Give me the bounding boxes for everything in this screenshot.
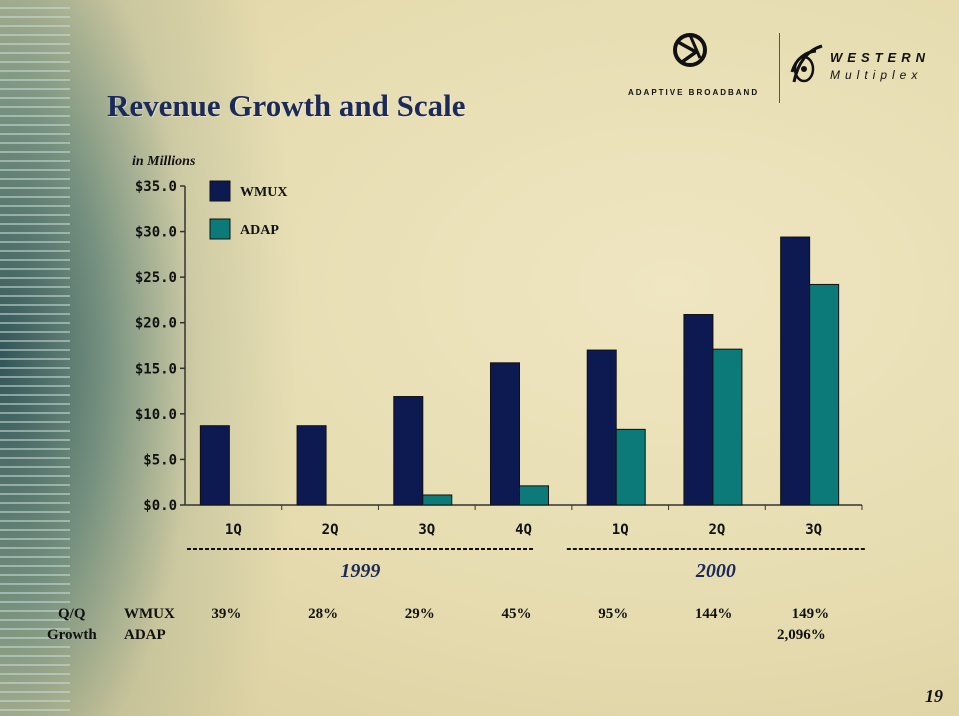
year-label-1999: 1999	[340, 560, 380, 582]
units-note: in Millions	[132, 154, 196, 169]
growth-label-line1: Q/Q	[58, 606, 86, 622]
growth-label-line2: Growth	[47, 627, 97, 643]
left-stripes	[0, 0, 70, 716]
logo-divider	[779, 33, 780, 103]
legend-label-adap: ADAP	[240, 223, 279, 238]
western-multiplex-mark-icon	[790, 44, 823, 83]
y-tick-label: $20.0	[135, 316, 177, 332]
bar-wmux	[780, 236, 811, 506]
growth-wmux-value: 144%	[694, 606, 733, 622]
adaptive-broadband-wordmark: ADAPTIVE BROADBAND	[628, 88, 760, 97]
bar-adap	[422, 494, 453, 506]
y-tick-label: $30.0	[135, 225, 177, 241]
growth-wmux-value: 95%	[598, 606, 629, 622]
x-tick-label: 4Q	[515, 522, 532, 538]
x-tick-label: 2Q	[322, 522, 339, 538]
y-tick-label: $25.0	[135, 270, 177, 286]
growth-wmux-label: WMUX	[124, 606, 175, 622]
x-tick-label: 3Q	[418, 522, 435, 538]
legend-swatch-adap	[209, 218, 231, 240]
y-tick-label: $0.0	[143, 498, 177, 514]
growth-adap-label: ADAP	[124, 627, 166, 643]
bar-adap	[615, 428, 646, 506]
growth-adap-value: 2,096%	[777, 627, 826, 643]
growth-wmux-value: 39%	[211, 606, 242, 622]
growth-wmux-value: 29%	[404, 606, 435, 622]
bar-adap	[519, 485, 549, 506]
multiplex-wordmark: Multiplex	[830, 68, 923, 82]
y-tick-label: $10.0	[135, 407, 177, 423]
x-tick-label: 3Q	[805, 522, 822, 538]
page-number: 19	[925, 686, 943, 706]
bar-wmux	[199, 425, 230, 506]
growth-wmux-value: 28%	[308, 606, 339, 622]
bar-wmux	[393, 396, 424, 506]
growth-wmux-value: 45%	[501, 606, 532, 622]
adaptive-broadband-mark-icon	[673, 33, 707, 67]
y-tick-label: $35.0	[135, 179, 177, 195]
western-multiplex-logo: WESTERN Multiplex	[788, 42, 953, 92]
western-wordmark: WESTERN	[830, 50, 930, 65]
y-tick-label: $15.0	[135, 361, 177, 377]
growth-wmux-value: 149%	[791, 606, 830, 622]
bar-adap	[809, 283, 840, 506]
bar-wmux	[296, 425, 327, 506]
year-label-2000: 2000	[695, 560, 736, 582]
y-tick-label: $5.0	[143, 452, 177, 468]
x-tick-label: 2Q	[708, 522, 725, 538]
bar-wmux	[490, 362, 520, 506]
adaptive-broadband-logo: ADAPTIVE BROADBAND	[628, 30, 768, 100]
legend-label-wmux: WMUX	[240, 185, 287, 200]
slide-title: Revenue Growth and Scale	[107, 88, 466, 123]
x-tick-label: 1Q	[612, 522, 629, 538]
bar-adap	[712, 348, 743, 506]
legend-swatch-wmux	[209, 180, 231, 202]
x-tick-label: 1Q	[225, 522, 242, 538]
bar-wmux	[586, 349, 617, 506]
bar-wmux	[683, 314, 714, 506]
